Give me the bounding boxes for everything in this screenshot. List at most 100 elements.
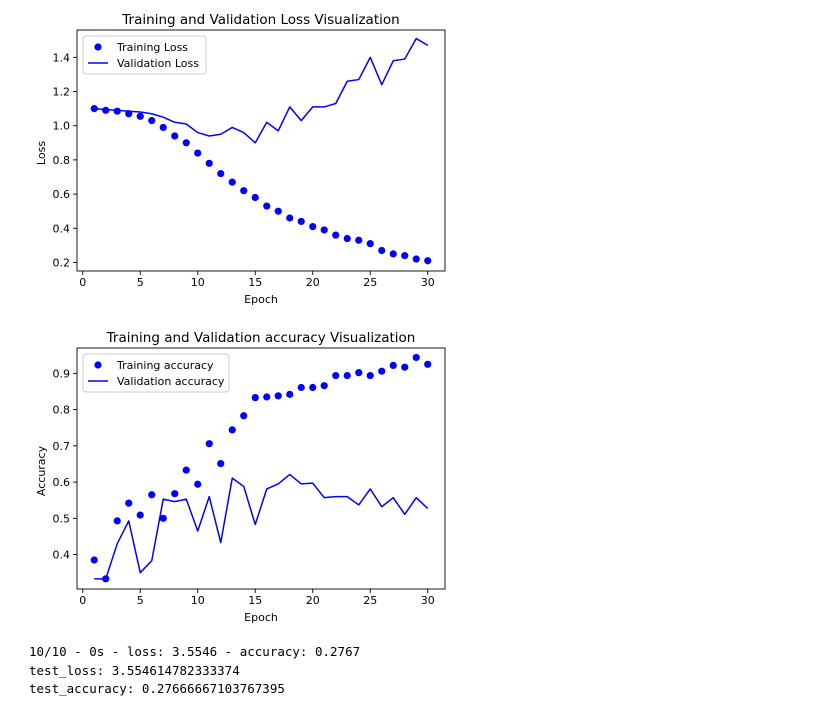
data-point-training xyxy=(205,159,213,167)
data-point-training xyxy=(159,514,167,522)
data-point-training xyxy=(274,207,282,215)
plot-area: 0 5 10 15 20 25 30 0.4 0.5 0.6 0.7 0.8 0.9 Training a… xyxy=(53,347,446,607)
data-point-training xyxy=(320,226,328,234)
legend-dot-marker xyxy=(94,43,102,51)
data-point-training xyxy=(366,371,374,380)
data-point-training xyxy=(332,371,340,380)
data-point-training xyxy=(378,367,386,375)
data-point-training xyxy=(401,252,409,260)
data-point-training xyxy=(125,499,133,507)
y-tick-label: 0.8 xyxy=(53,154,71,167)
plot-area: 0 5 10 15 20 25 30 0.2 0.4 0.6 0.8 1.0 1.2 1.4 Trainin… xyxy=(53,29,446,289)
data-point-training xyxy=(148,116,156,125)
console-line: test_loss: 3.554614782333374 xyxy=(29,662,240,678)
x-tick-label: 20 xyxy=(306,276,320,289)
legend: Training Loss Validation Loss xyxy=(82,35,207,75)
x-tick-label: 10 xyxy=(191,276,205,289)
x-tick-label: 30 xyxy=(421,594,435,607)
legend-box xyxy=(82,353,230,393)
y-tick-label: 1.0 xyxy=(53,120,71,133)
axes-frame xyxy=(76,29,446,272)
chart-title: Training and Validation Loss Visualizati… xyxy=(121,12,399,28)
y-tick-label: 0.7 xyxy=(53,440,71,453)
x-tick-label: 15 xyxy=(248,594,262,607)
data-point-training xyxy=(263,393,271,401)
x-axis-label: Epoch xyxy=(244,611,278,624)
x-tick-label: 0 xyxy=(79,276,86,289)
console-line: 10/10 - 0s - loss: 3.5546 - accuracy: 0.… xyxy=(29,644,361,659)
series-line-validation xyxy=(94,37,429,144)
chart-title: Training and Validation accuracy Visuali… xyxy=(106,330,416,346)
data-point-training xyxy=(113,517,121,525)
x-tick-label: 0 xyxy=(79,594,86,607)
data-point-training xyxy=(274,392,282,400)
x-tick-label: 20 xyxy=(306,594,320,607)
x-tick-label: 10 xyxy=(191,594,205,607)
data-point-training xyxy=(205,440,213,448)
axes-frame xyxy=(76,347,446,590)
accuracy-chart: Training and Validation accuracy Visuali… xyxy=(35,330,446,624)
data-point-training xyxy=(136,112,144,120)
data-point-training xyxy=(240,412,248,420)
loss-chart: Training and Validation Loss Visualizati… xyxy=(35,12,446,306)
data-point-training xyxy=(332,231,340,239)
data-point-training xyxy=(297,383,305,392)
x-tick-label: 30 xyxy=(421,276,435,289)
data-point-training xyxy=(228,426,236,434)
data-point-training xyxy=(412,255,420,263)
legend-label: Training accuracy xyxy=(116,359,214,372)
data-point-training xyxy=(182,139,190,147)
data-point-training xyxy=(263,202,271,210)
x-tick-label: 25 xyxy=(363,594,377,607)
data-point-training xyxy=(286,214,294,222)
data-point-training xyxy=(159,123,167,132)
data-point-training xyxy=(240,187,248,195)
console-line: test_accuracy: 0.27666667103767395 xyxy=(29,681,285,696)
data-point-training xyxy=(320,382,328,390)
legend-label: Validation accuracy xyxy=(117,375,225,388)
y-axis-label: Loss xyxy=(35,141,48,165)
x-tick-label: 15 xyxy=(248,276,262,289)
data-point-training xyxy=(148,491,156,499)
data-point-training xyxy=(412,353,420,362)
data-point-training xyxy=(355,369,363,377)
legend: Training accuracy Validation accuracy xyxy=(82,353,230,393)
data-point-training xyxy=(251,193,259,202)
data-point-training xyxy=(251,394,259,402)
data-point-training xyxy=(389,361,397,369)
legend-label: Training Loss xyxy=(116,41,188,54)
data-point-training xyxy=(113,107,121,115)
data-point-training xyxy=(217,460,225,468)
legend-dot-marker xyxy=(94,361,102,369)
data-point-training xyxy=(171,132,179,140)
x-tick-label: 5 xyxy=(137,276,144,289)
y-tick-label: 0.4 xyxy=(53,222,71,235)
data-point-training xyxy=(297,217,305,226)
data-point-training xyxy=(343,371,351,380)
data-point-training xyxy=(343,234,351,243)
data-point-training xyxy=(90,556,98,564)
y-tick-label: 0.6 xyxy=(53,476,71,489)
data-point-training xyxy=(389,250,397,258)
data-point-training xyxy=(401,363,409,371)
data-point-training xyxy=(228,178,236,186)
data-point-training xyxy=(309,383,317,392)
data-point-training xyxy=(424,360,432,368)
data-point-training xyxy=(378,246,386,255)
data-point-training xyxy=(194,149,202,157)
y-tick-label: 0.9 xyxy=(53,367,71,380)
x-tick-label: 5 xyxy=(137,594,144,607)
data-point-training xyxy=(366,240,374,248)
y-tick-label: 1.2 xyxy=(53,86,71,99)
data-point-training xyxy=(171,490,179,498)
legend-box xyxy=(82,35,207,75)
y-tick-label: 1.4 xyxy=(53,51,71,64)
x-tick-label: 25 xyxy=(363,276,377,289)
x-axis-label: Epoch xyxy=(244,293,278,306)
y-tick-label: 0.8 xyxy=(53,404,71,417)
data-point-training xyxy=(309,222,317,231)
y-tick-label: 0.5 xyxy=(53,512,71,525)
series-line-validation xyxy=(94,473,429,580)
data-point-training xyxy=(136,511,144,519)
y-axis-label: Accuracy xyxy=(35,445,48,496)
